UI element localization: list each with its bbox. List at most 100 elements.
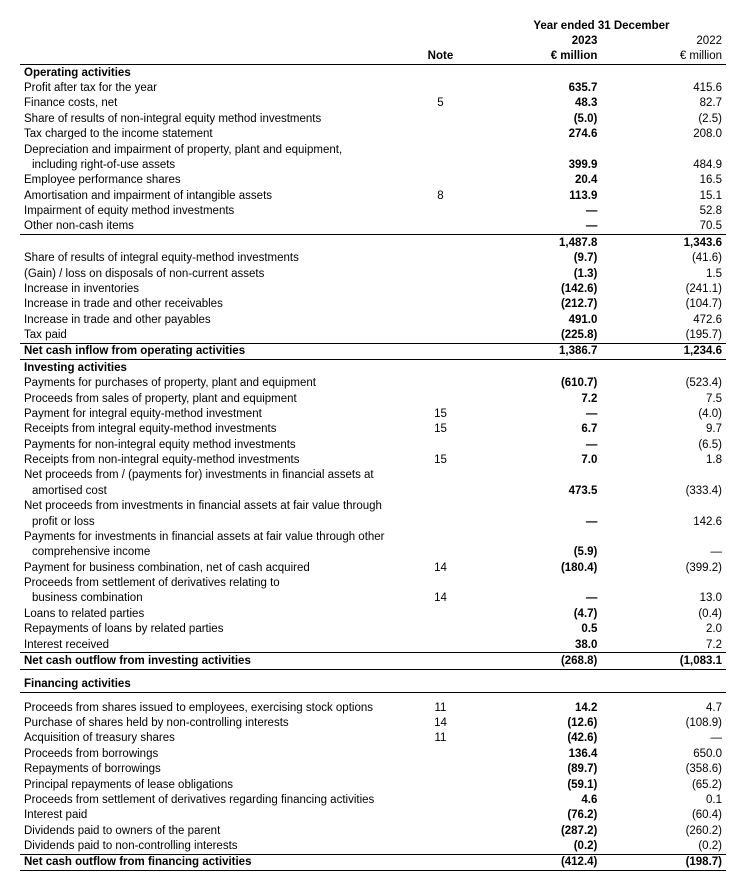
section-title: Financing activities [20, 677, 404, 693]
row-value-prior [601, 529, 726, 544]
row-value-current: (5.0) [477, 111, 602, 126]
row-label: Proceeds from borrowings [20, 746, 404, 761]
row-value-current: — [477, 204, 602, 219]
row-value-current: (9.7) [477, 251, 602, 266]
spacer-row [20, 693, 726, 701]
table-row: Proceeds from settlement of derivatives … [20, 792, 726, 807]
header-year-row: 2023 2022 [20, 33, 726, 48]
row-value-current: 113.9 [477, 188, 602, 203]
row-value-current [477, 499, 602, 514]
table-row: Loans to related parties(4.7)(0.4) [20, 606, 726, 621]
row-note [404, 297, 477, 312]
row-value-prior: 15.1 [601, 188, 726, 203]
row-note [404, 499, 477, 514]
row-label: Dividends paid to owners of the parent [20, 823, 404, 838]
row-label: Increase in trade and other payables [20, 312, 404, 327]
row-value-current: (1.3) [477, 266, 602, 281]
table-row: Proceeds from shares issued to employees… [20, 700, 726, 715]
row-label: comprehensive income [20, 545, 404, 560]
table-row: Proceeds from settlement of derivatives … [20, 576, 726, 591]
row-label: Proceeds from settlement of derivatives … [20, 576, 404, 591]
row-note: 14 [404, 716, 477, 731]
row-label: Interest received [20, 637, 404, 653]
table-row: including right-of-use assets399.9484.9 [20, 157, 726, 172]
row-value-current: 14.2 [477, 700, 602, 715]
total-label: Net cash outflow from investing activiti… [20, 653, 404, 669]
row-note [404, 622, 477, 637]
row-note [404, 281, 477, 296]
row-value-prior: 1.5 [601, 266, 726, 281]
row-value-prior: — [601, 731, 726, 746]
row-note [404, 391, 477, 406]
row-label: Payments for investments in financial as… [20, 529, 404, 544]
row-note [404, 606, 477, 621]
row-note [404, 483, 477, 498]
row-value-current: 473.5 [477, 483, 602, 498]
row-value-current: (287.2) [477, 823, 602, 838]
row-label: Share of results of non-integral equity … [20, 111, 404, 126]
section-header: Investing activities [20, 360, 726, 376]
row-value-prior: (195.7) [601, 328, 726, 344]
row-value-current: 48.3 [477, 96, 602, 111]
spacer-row [20, 669, 726, 677]
table-row: Share of results of non-integral equity … [20, 111, 726, 126]
table-row: Share of results of integral equity-meth… [20, 251, 726, 266]
row-note [404, 529, 477, 544]
subtotal-prior: 1,343.6 [601, 235, 726, 251]
row-value-prior: 142.6 [601, 514, 726, 529]
row-value-prior: 70.5 [601, 219, 726, 235]
table-row: Payment for integral equity-method inves… [20, 406, 726, 421]
row-note [404, 808, 477, 823]
row-label: Payments for purchases of property, plan… [20, 376, 404, 391]
table-row: Receipts from non-integral equity-method… [20, 453, 726, 468]
section-total: Net cash outflow from investing activiti… [20, 653, 726, 669]
table-row: Payments for purchases of property, plan… [20, 376, 726, 391]
table-row: Dividends paid to owners of the parent (2… [20, 823, 726, 838]
row-label: Repayments of borrowings [20, 762, 404, 777]
row-note [404, 762, 477, 777]
row-note [404, 328, 477, 344]
row-label: business combination [20, 591, 404, 606]
row-value-prior: (108.9) [601, 716, 726, 731]
subtotal-current: 1,487.8 [477, 235, 602, 251]
table-row: Proceeds from sales of property, plant a… [20, 391, 726, 406]
row-note [404, 142, 477, 157]
row-note [404, 839, 477, 855]
row-value-prior: (0.4) [601, 606, 726, 621]
table-row: Tax paid(225.8)(195.7) [20, 328, 726, 344]
row-value-current: 6.7 [477, 422, 602, 437]
row-value-current: 635.7 [477, 81, 602, 96]
row-label: (Gain) / loss on disposals of non-curren… [20, 266, 404, 281]
row-value-current: (5.9) [477, 545, 602, 560]
row-value-prior: (523.4) [601, 376, 726, 391]
row-note [404, 637, 477, 653]
row-label: Acquisition of treasury shares [20, 731, 404, 746]
header-unit-current: € million [477, 49, 602, 65]
row-value-prior: 16.5 [601, 173, 726, 188]
row-value-prior: (260.2) [601, 823, 726, 838]
row-value-prior: 484.9 [601, 157, 726, 172]
row-note: 15 [404, 422, 477, 437]
row-label: Increase in inventories [20, 281, 404, 296]
row-value-prior: 208.0 [601, 127, 726, 142]
row-note: 5 [404, 96, 477, 111]
header-unit-prior: € million [601, 49, 726, 65]
row-label: Payments for non-integral equity method … [20, 437, 404, 452]
row-value-current: (225.8) [477, 328, 602, 344]
row-value-current: (89.7) [477, 762, 602, 777]
row-value-prior: 0.1 [601, 792, 726, 807]
row-value-current: 136.4 [477, 746, 602, 761]
table-row: Impairment of equity method investments—… [20, 204, 726, 219]
row-label: Purchase of shares held by non-controlli… [20, 716, 404, 731]
row-note [404, 777, 477, 792]
row-value-current: 491.0 [477, 312, 602, 327]
table-row: Tax charged to the income statement274.6… [20, 127, 726, 142]
table-row: Payments for investments in financial as… [20, 529, 726, 544]
row-label: Dividends paid to non-controlling intere… [20, 839, 404, 855]
table-row: profit or loss—142.6 [20, 514, 726, 529]
row-value-current: (610.7) [477, 376, 602, 391]
row-label: Share of results of integral equity-meth… [20, 251, 404, 266]
row-value-current: (0.2) [477, 839, 602, 855]
row-value-current: 0.5 [477, 622, 602, 637]
row-value-current: — [477, 514, 602, 529]
